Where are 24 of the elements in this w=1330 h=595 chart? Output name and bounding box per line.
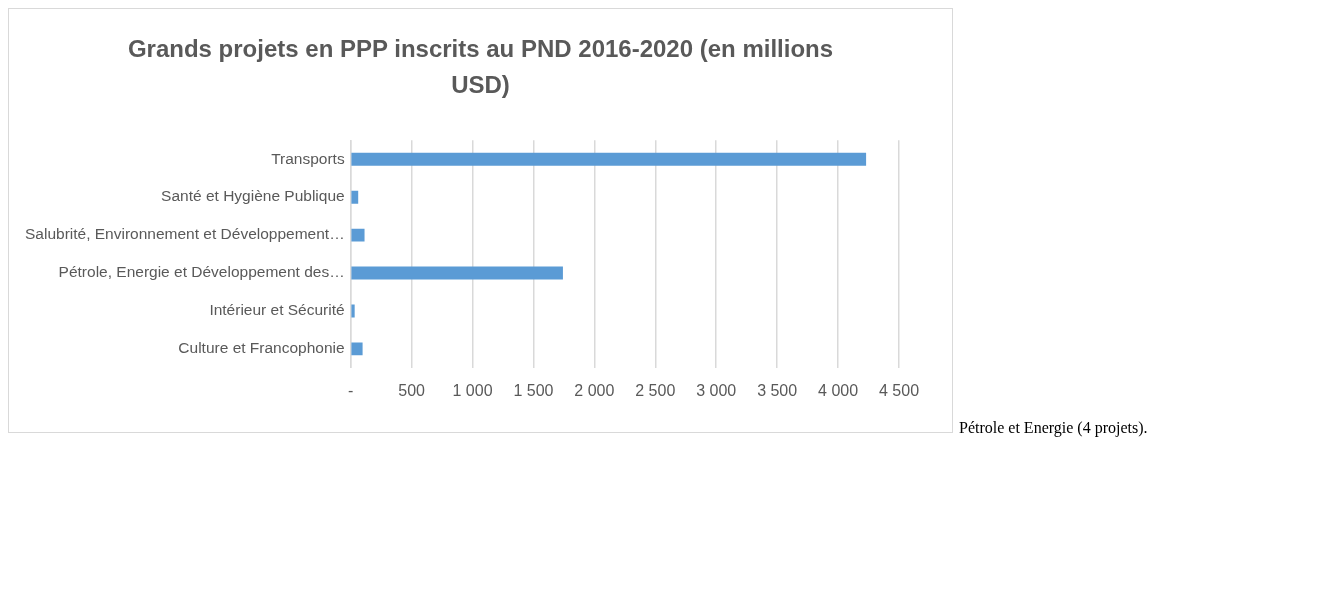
bar: [351, 342, 363, 356]
text: Pétrole et Energie (4 projets).: [959, 419, 1148, 437]
bar: [351, 228, 365, 242]
x-tick-label: 1 000: [452, 381, 493, 399]
bar: [351, 190, 359, 204]
y-tick-label: Salubrité, Environnement et Développement…: [24, 225, 345, 243]
y-tick-label: Intérieur et Sécurité: [209, 301, 345, 319]
chart-title: Grands projets en PPP inscrits au PND 2016-2020 (en millions USD): [126, 34, 835, 100]
x-tick-label: 500: [398, 381, 426, 399]
bar: [351, 304, 355, 318]
x-tick-label: 3 500: [757, 381, 798, 399]
y-tick-label: Transports: [271, 149, 345, 167]
x-tick-label: 4 500: [878, 381, 920, 399]
y-tick-label: Culture et Francophonie: [178, 339, 345, 357]
x-tick-label: 1 500: [513, 381, 554, 399]
bar: [351, 266, 563, 280]
x-tick-label: 4 000: [818, 381, 859, 399]
bar: [351, 152, 867, 166]
x-tick-label: 2 000: [574, 381, 615, 399]
x-tick-label: 3 000: [696, 381, 737, 399]
y-tick-label: Pétrole, Energie et Développement des…: [58, 263, 345, 281]
x-tick-label: -: [347, 381, 354, 399]
y-tick-label: Santé et Hygiène Publique: [161, 187, 345, 205]
x-tick-label: 2 500: [635, 381, 676, 399]
